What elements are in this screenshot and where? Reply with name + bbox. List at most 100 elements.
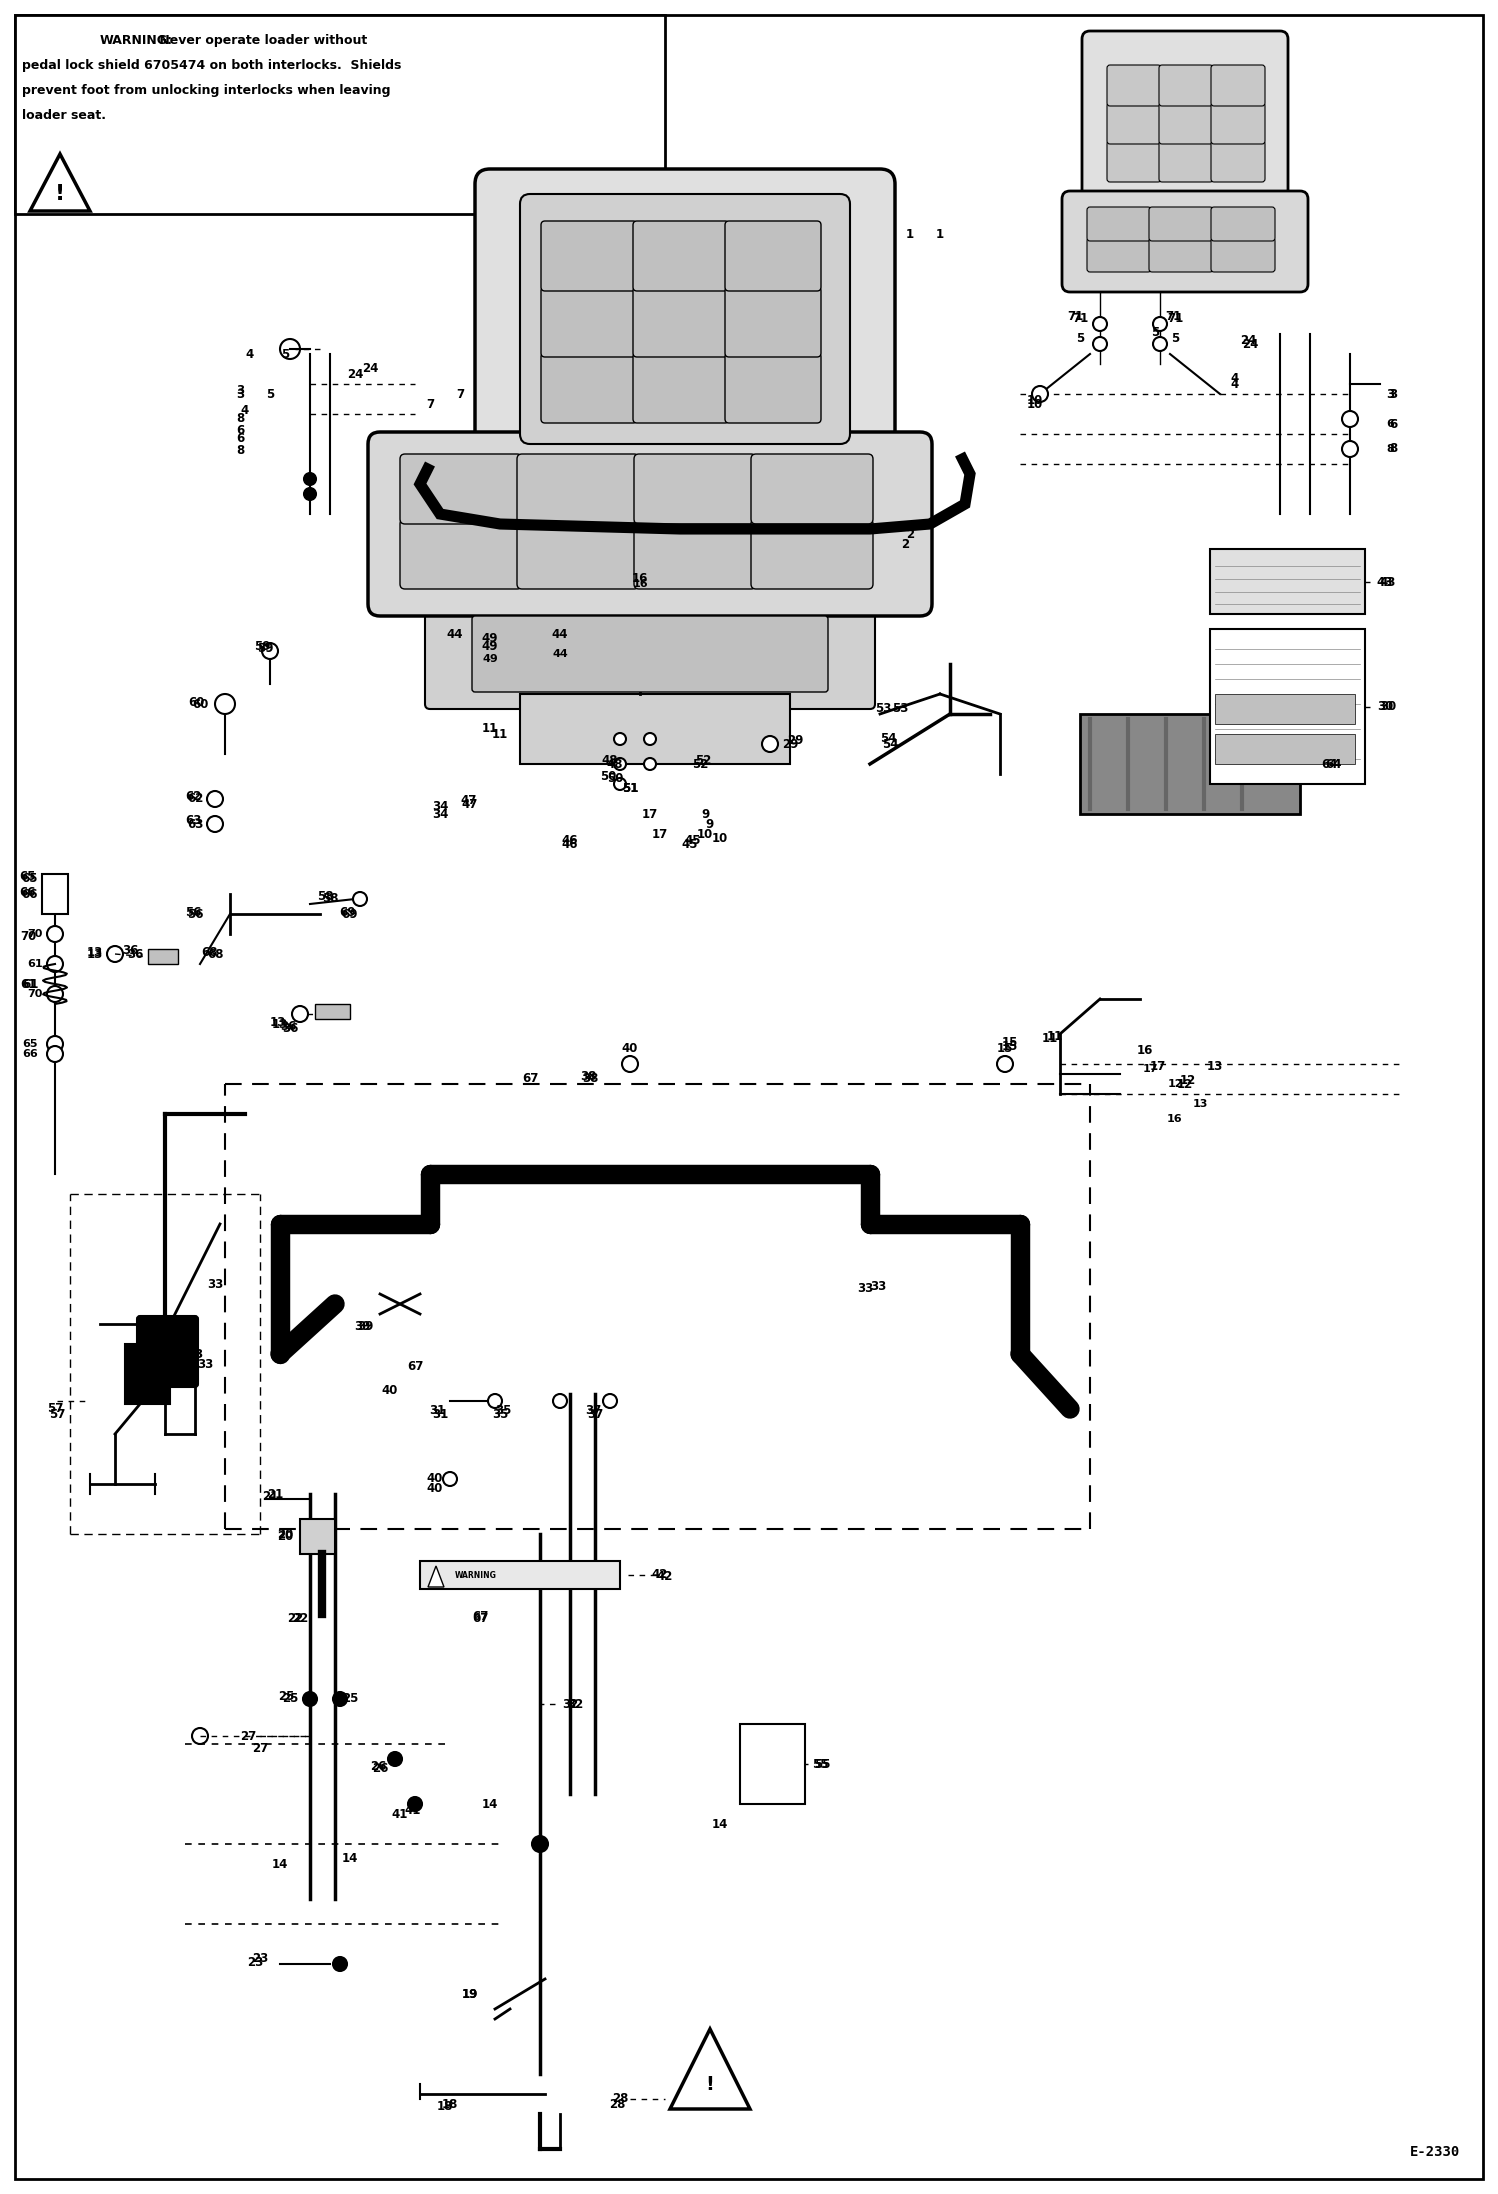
Text: 17: 17 <box>641 807 658 821</box>
Text: 32: 32 <box>566 1698 583 1711</box>
Text: 36: 36 <box>121 943 138 957</box>
Text: 12: 12 <box>1180 1075 1195 1088</box>
FancyBboxPatch shape <box>517 520 640 588</box>
FancyBboxPatch shape <box>1210 237 1275 272</box>
Text: 58: 58 <box>322 893 339 906</box>
FancyBboxPatch shape <box>425 599 875 709</box>
Text: 3: 3 <box>237 388 244 402</box>
Circle shape <box>207 816 223 832</box>
Text: 11: 11 <box>491 728 508 742</box>
Polygon shape <box>428 1567 443 1586</box>
Text: 57: 57 <box>49 1409 66 1420</box>
Text: 28: 28 <box>608 2097 625 2111</box>
Text: 6: 6 <box>1386 419 1395 430</box>
Text: 47: 47 <box>461 796 478 810</box>
Text: 6: 6 <box>235 423 244 437</box>
Circle shape <box>46 957 63 972</box>
Text: 34: 34 <box>431 799 448 812</box>
Text: 24: 24 <box>1242 338 1258 351</box>
Text: 55: 55 <box>813 1757 830 1771</box>
Text: 71: 71 <box>1073 312 1088 325</box>
FancyBboxPatch shape <box>1082 31 1288 202</box>
Text: 61: 61 <box>19 979 36 989</box>
FancyBboxPatch shape <box>1088 206 1150 241</box>
Text: 17: 17 <box>652 827 668 840</box>
FancyBboxPatch shape <box>634 287 730 358</box>
Text: 18: 18 <box>442 2097 458 2111</box>
Circle shape <box>553 1393 568 1409</box>
Text: 38: 38 <box>581 1073 598 1086</box>
FancyBboxPatch shape <box>369 432 932 617</box>
Circle shape <box>644 757 656 770</box>
Text: 65: 65 <box>19 869 36 882</box>
Text: 8: 8 <box>235 412 244 426</box>
Text: 55: 55 <box>812 1757 828 1771</box>
Text: 4: 4 <box>241 404 249 417</box>
Text: 6: 6 <box>1389 417 1398 430</box>
Text: 5: 5 <box>265 388 274 402</box>
Text: 40: 40 <box>427 1472 443 1485</box>
FancyBboxPatch shape <box>1159 140 1213 182</box>
Circle shape <box>1342 410 1359 428</box>
Text: 27: 27 <box>240 1731 256 1744</box>
Text: 2: 2 <box>900 538 909 551</box>
Text: 11: 11 <box>1043 1033 1058 1047</box>
Text: WARNING: WARNING <box>455 1571 497 1580</box>
FancyBboxPatch shape <box>1149 206 1213 241</box>
FancyBboxPatch shape <box>750 454 873 524</box>
Text: 13: 13 <box>87 946 103 959</box>
Text: 48: 48 <box>607 757 623 770</box>
Text: 20: 20 <box>277 1529 294 1542</box>
FancyBboxPatch shape <box>400 520 521 588</box>
Text: 10: 10 <box>1026 397 1043 410</box>
Text: 36: 36 <box>127 948 144 961</box>
Text: 69: 69 <box>342 908 358 921</box>
Text: 37: 37 <box>584 1404 601 1417</box>
FancyBboxPatch shape <box>517 454 640 524</box>
Text: 16: 16 <box>632 573 649 586</box>
Circle shape <box>192 1729 208 1744</box>
Bar <box>1210 548 1365 614</box>
Text: 17: 17 <box>1143 1064 1158 1075</box>
Text: 2: 2 <box>906 527 914 540</box>
Text: 14: 14 <box>482 1797 499 1810</box>
Text: 60: 60 <box>192 698 208 711</box>
Text: 27: 27 <box>252 1742 268 1755</box>
Text: 38: 38 <box>580 1068 596 1082</box>
Text: 50: 50 <box>599 770 616 783</box>
Text: 56: 56 <box>184 906 201 919</box>
Text: 10: 10 <box>712 832 728 845</box>
FancyBboxPatch shape <box>750 520 873 588</box>
Text: 64: 64 <box>1321 757 1338 770</box>
Text: 57: 57 <box>46 1402 63 1415</box>
Text: 8: 8 <box>1386 443 1393 454</box>
Circle shape <box>1153 316 1167 331</box>
Text: 13: 13 <box>270 1016 286 1029</box>
Text: 39: 39 <box>357 1319 373 1332</box>
Text: 53: 53 <box>875 702 891 715</box>
Text: 23: 23 <box>247 1955 264 1968</box>
Text: 3: 3 <box>237 384 244 397</box>
Text: 28: 28 <box>611 2093 628 2106</box>
FancyBboxPatch shape <box>541 222 637 292</box>
Circle shape <box>46 985 63 1003</box>
Circle shape <box>388 1753 401 1766</box>
Text: 33: 33 <box>186 1347 204 1360</box>
Text: 1: 1 <box>906 228 914 241</box>
Circle shape <box>1153 338 1167 351</box>
Text: 7: 7 <box>455 388 464 402</box>
Text: 17: 17 <box>1150 1060 1165 1073</box>
Text: 32: 32 <box>562 1698 578 1711</box>
Circle shape <box>106 946 123 961</box>
Circle shape <box>292 1007 309 1022</box>
Bar <box>740 1724 804 1803</box>
Bar <box>42 873 67 915</box>
Circle shape <box>604 1393 617 1409</box>
Bar <box>300 1518 336 1553</box>
Text: 33: 33 <box>857 1283 873 1294</box>
FancyBboxPatch shape <box>472 617 828 691</box>
Circle shape <box>762 735 777 753</box>
Circle shape <box>280 340 300 360</box>
FancyBboxPatch shape <box>1210 103 1264 145</box>
Text: 19: 19 <box>461 1988 478 2001</box>
